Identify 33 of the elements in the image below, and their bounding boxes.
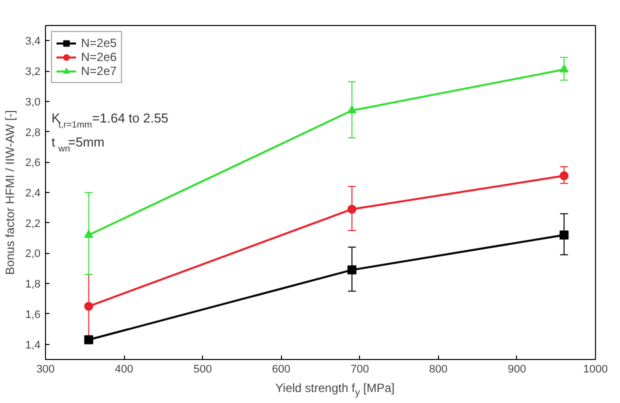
y-tick-label: 2,4: [25, 188, 41, 200]
point: [347, 204, 356, 214]
point: [84, 230, 94, 238]
y-tick-label: 1,8: [25, 278, 41, 291]
y-tick-label: 1,4: [25, 339, 41, 352]
x-tick-label: 800: [429, 364, 448, 376]
x-tick-label: 400: [114, 364, 134, 376]
point: [560, 230, 569, 240]
point: [560, 171, 569, 180]
x-tick-label: 500: [193, 364, 212, 376]
y-tick-label: 2,8: [25, 126, 41, 139]
point: [84, 302, 94, 311]
y-tick-label: 3,2: [25, 66, 41, 78]
legend-label: N=2e6: [81, 50, 117, 64]
point: [560, 64, 569, 72]
x-tick-label: 700: [350, 364, 369, 376]
x-tick-label: 600: [272, 364, 290, 376]
x-tick-label: 900: [508, 364, 526, 376]
y-tick-label: 2,0: [25, 248, 41, 260]
y-tick-label: 2,6: [25, 157, 41, 170]
point: [84, 335, 94, 344]
y-axis-title: Bonus factor HFMI / IIW-AW [-]: [3, 110, 18, 275]
x-tick-label: 1000: [583, 364, 608, 376]
legend-label: N=2e5: [81, 36, 117, 50]
y-tick-label: 3,0: [25, 96, 41, 108]
point: [347, 265, 356, 274]
y-tick-label: 3,4: [25, 36, 41, 48]
x-tick-label: 300: [36, 364, 55, 376]
x-axis-title: Yield strength f$_{y}$ [MPa]: [275, 380, 395, 400]
point: [347, 105, 356, 114]
legend-label: N=2e7: [81, 64, 117, 78]
y-tick-label: 2,2: [25, 218, 41, 230]
y-tick-label: 1,6: [25, 308, 41, 321]
